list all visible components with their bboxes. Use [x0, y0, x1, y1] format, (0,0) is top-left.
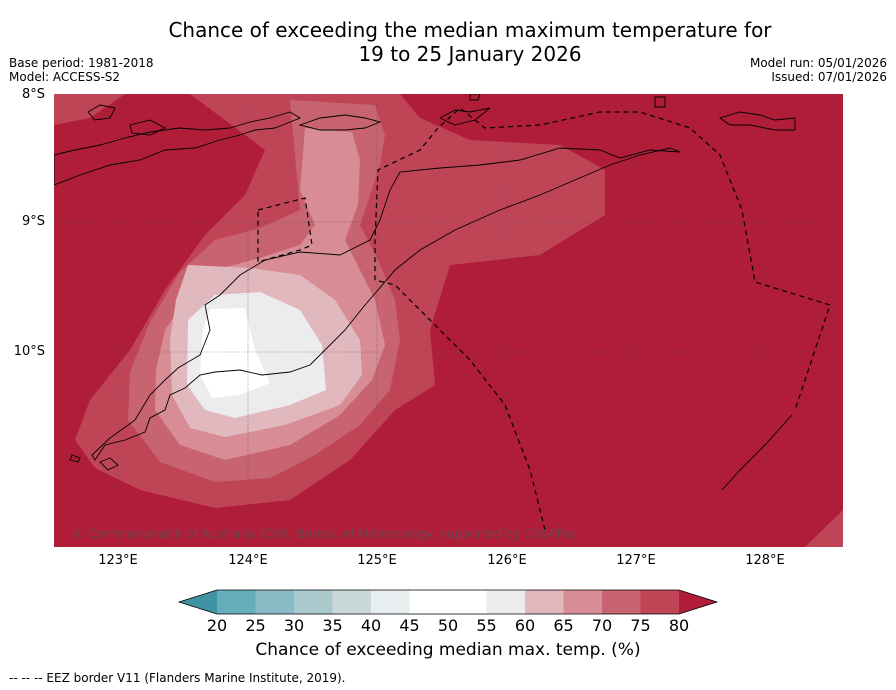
- colorbar-segment-45: [409, 590, 449, 614]
- lat-label-10s: 10°S: [13, 344, 45, 359]
- colorbar-tick-50: 50: [437, 616, 459, 635]
- east-islands: [469, 94, 796, 131]
- colorbar-arrow-high: [679, 590, 717, 614]
- title-line-1: Chance of exceeding the median maximum t…: [168, 18, 772, 42]
- coastlines: [54, 94, 796, 491]
- meta-right: Model run: 05/01/2026 Issued: 07/01/2026: [750, 56, 887, 84]
- colorbar-tick-25: 25: [245, 616, 266, 635]
- colorbar-segment-75: [640, 590, 680, 614]
- alor-islands: [87, 104, 382, 136]
- lon-label-128e: 128°E: [745, 553, 785, 568]
- title-line-2: 19 to 25 January 2026: [358, 42, 582, 66]
- colorbar-segment-30: [294, 590, 333, 614]
- colorbar-segment-65: [563, 590, 603, 614]
- colorbar-title: Chance of exceeding median max. temp. (%…: [255, 640, 641, 660]
- colorbar-tick-55: 55: [476, 616, 497, 635]
- lat-label-8s: 8°S: [21, 87, 45, 102]
- colorbar-segment-40: [371, 590, 410, 614]
- lat-label-9s: 9°S: [21, 214, 45, 229]
- colorbar-segment-60: [525, 590, 564, 614]
- lon-label-125e: 125°E: [357, 553, 397, 568]
- colorbar-segment-35: [332, 590, 372, 614]
- colorbar-tick-30: 30: [283, 616, 305, 635]
- colorbar-tick-40: 40: [360, 616, 382, 635]
- colorbar-segment-50: [448, 590, 487, 614]
- colorbar: [177, 589, 719, 615]
- colorbar-tick-45: 45: [399, 616, 420, 635]
- base-period: Base period: 1981-2018: [9, 56, 154, 70]
- colorbar-segment-70: [602, 590, 641, 614]
- flores-coast: [54, 111, 302, 186]
- wetar-coast: [438, 107, 491, 126]
- timor-coast: [91, 147, 681, 461]
- lon-label-123e: 123°E: [98, 553, 138, 568]
- colorbar-tick-80: 80: [668, 616, 690, 635]
- graticule: [54, 94, 843, 547]
- band-50: [200, 308, 270, 398]
- chart-title: Chance of exceeding the median maximum t…: [0, 18, 896, 66]
- colorbar-tick-20: 20: [206, 616, 228, 635]
- lon-label-124e: 124°E: [228, 553, 268, 568]
- eez-border: [257, 107, 831, 531]
- copyright-text: © Commonwealth of Australia 2026, Bureau…: [72, 527, 577, 541]
- colorbar-tick-65: 65: [553, 616, 574, 635]
- model-run: Model run: 05/01/2026: [749, 56, 887, 70]
- east-coast-line: [721, 414, 793, 491]
- rote-island: [69, 454, 119, 471]
- colorbar-arrow-low: [179, 590, 217, 614]
- probability-map: © Commonwealth of Australia 2026, Bureau…: [54, 94, 843, 547]
- lon-label-127e: 127°E: [616, 553, 656, 568]
- colorbar-outline: [177, 589, 719, 615]
- colorbar-tick-60: 60: [514, 616, 536, 635]
- colorbar-segment-20: [217, 590, 256, 614]
- colorbar-tick-70: 70: [591, 616, 613, 635]
- footer-note: -- -- -- EEZ border V11 (Flanders Marine…: [9, 671, 346, 685]
- issued-date: Issued: 07/01/2026: [771, 70, 887, 84]
- model-name: Model: ACCESS-S2: [9, 70, 121, 84]
- meta-left: Base period: 1981-2018 Model: ACCESS-S2: [9, 56, 154, 84]
- colorbar-segment-25: [255, 590, 295, 614]
- colorbar-tick-75: 75: [630, 616, 651, 635]
- colorbar-tick-35: 35: [322, 616, 343, 635]
- colorbar-segment-55: [486, 590, 526, 614]
- lon-label-126e: 126°E: [487, 553, 527, 568]
